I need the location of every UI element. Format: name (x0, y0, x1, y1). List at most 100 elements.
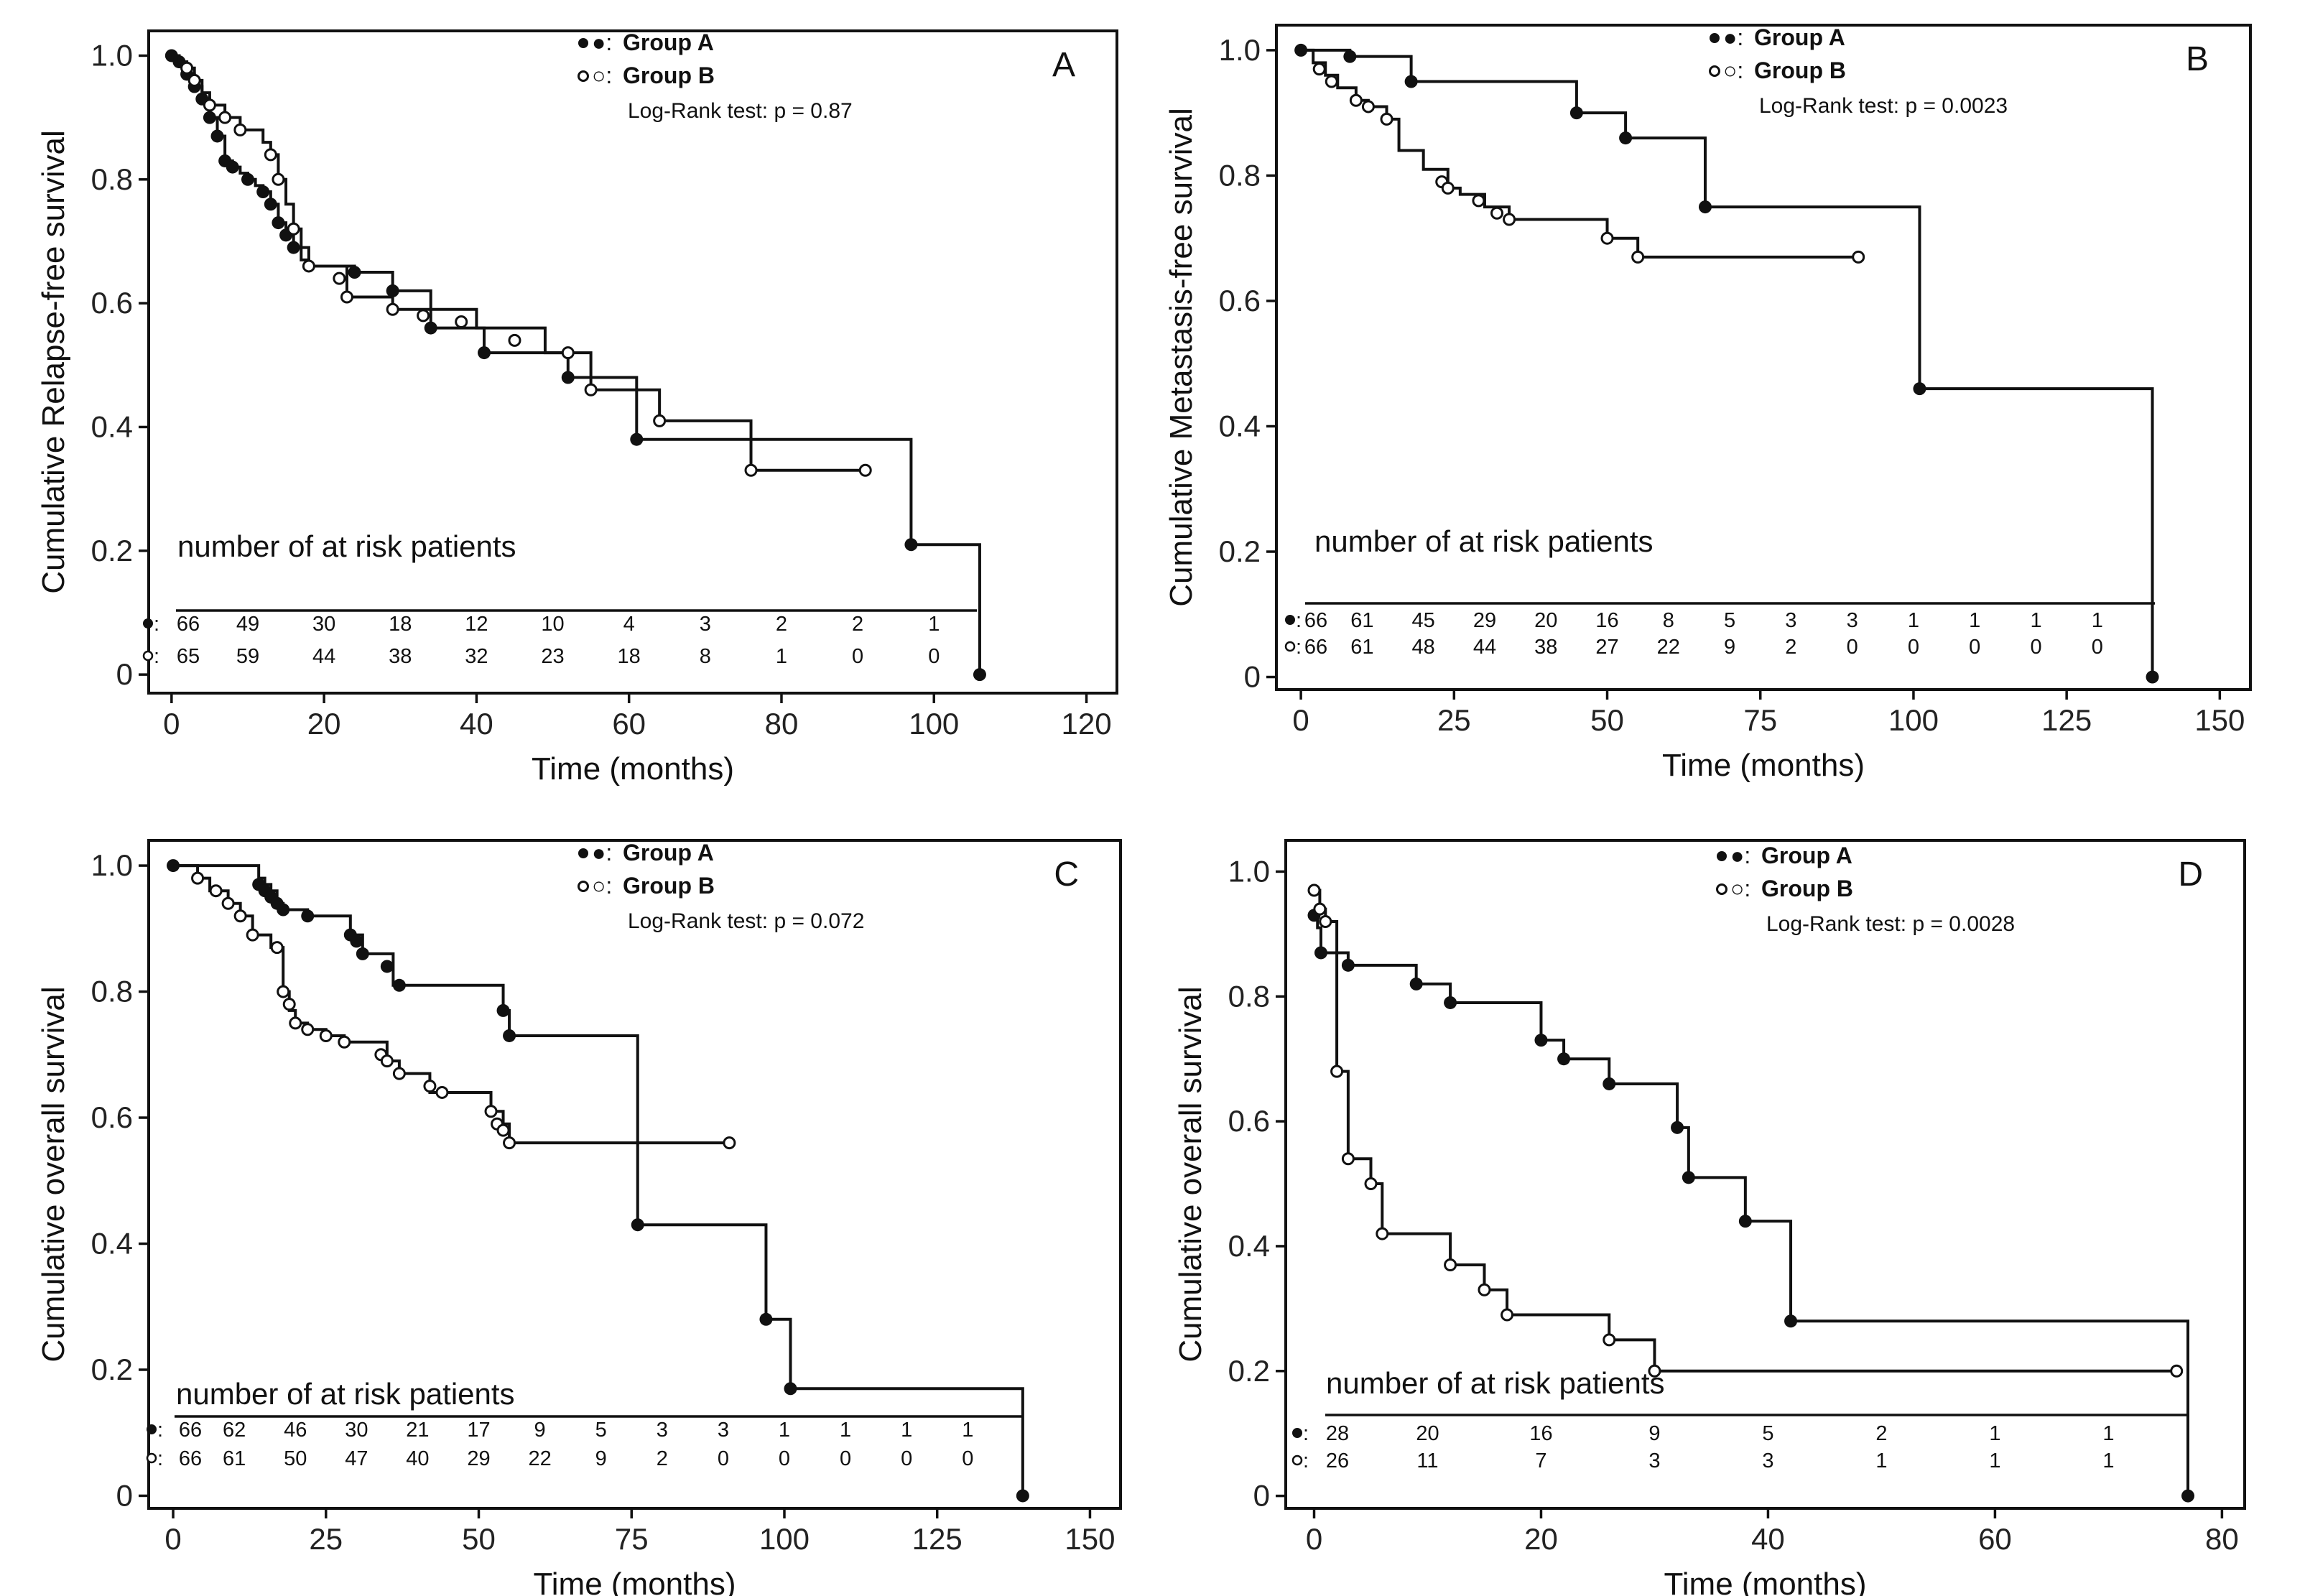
y-tick-label: 1.0 (1219, 33, 1261, 67)
legend-filled-dot-icon (1710, 33, 1720, 43)
at-risk-count-a: 2 (776, 613, 787, 636)
legend: ●: Group A ○: Group B Log-Rank test: p = 0.0… (1709, 24, 2008, 118)
y-tick-label: 0.6 (1219, 284, 1261, 317)
y-tick-label: 0 (116, 1478, 133, 1512)
group-a-censor-dot (478, 346, 491, 360)
at-risk-count-a: 16 (1529, 1422, 1552, 1445)
at-risk-count-b: 48 (1412, 636, 1435, 659)
group-b-censor-dot (2170, 1364, 2184, 1378)
at-risk-count-a: 3 (700, 613, 711, 636)
at-risk-count-b: 22 (1657, 636, 1680, 659)
at-risk-count-a: 1 (1908, 609, 1919, 632)
group-b-censor-dot (1341, 1152, 1355, 1166)
group-a-censor-dot (1619, 131, 1633, 145)
legend-label-b: Group B (1754, 57, 1846, 83)
at-risk-colon-a: : (1296, 609, 1302, 632)
x-tick-label: 50 (462, 1522, 496, 1556)
group-b-censor-dot (1330, 1064, 1344, 1078)
group-a-censor-dot (1341, 958, 1355, 972)
group-a-censor-dot (1444, 996, 1457, 1009)
at-risk-count-b: 26 (1326, 1449, 1349, 1472)
at-risk-count-b: 1 (1875, 1449, 1887, 1472)
x-tick-label: 60 (612, 707, 646, 741)
group-a-censor-dot (784, 1382, 797, 1396)
at-risk-count-b: 0 (1969, 636, 1980, 659)
at-risk-count-b: 27 (1595, 636, 1618, 659)
at-risk-filled-dot-icon (143, 618, 153, 628)
group-a-censor-dot (904, 538, 918, 552)
x-tick-label: 0 (164, 1522, 181, 1556)
panel-label: D (2178, 855, 2203, 894)
log-rank-test: Log-Rank test: p = 0.0023 (1759, 94, 2008, 118)
panel-label: B (2186, 40, 2209, 78)
legend-filled-dot-icon (1717, 851, 1727, 861)
at-risk-count-b: 1 (1989, 1449, 2000, 1472)
legend-symbol-a: ●: (592, 840, 612, 866)
at-risk-count-b: 2 (657, 1447, 668, 1470)
x-axis-title: Time (months) (532, 751, 734, 787)
x-tick-label: 100 (909, 707, 959, 741)
at-risk-count-b: 61 (1350, 636, 1373, 659)
series-group-b (173, 864, 736, 1150)
legend-label-b: Group B (623, 62, 715, 88)
at-risk-count-b: 9 (595, 1447, 607, 1470)
group-b-censor-dot (301, 1023, 315, 1036)
at-risk-count-a: 3 (718, 1419, 729, 1442)
at-risk-count-b: 66 (179, 1447, 202, 1470)
plot-frame (147, 29, 1118, 695)
group-b-censor-dot (1325, 75, 1338, 88)
group-b-censor-dot (180, 61, 194, 75)
legend-label-a: Group A (623, 29, 714, 55)
at-risk-count-b: 0 (1847, 636, 1858, 659)
y-tick-label: 0.8 (91, 975, 133, 1008)
group-b-curve (173, 864, 730, 1145)
group-a-censor-dot (630, 432, 644, 446)
group-b-censor-dot (209, 884, 223, 898)
panel-b: 00.20.40.60.81.00 25 50 75 100 125 150Cumulati… (1164, 24, 2252, 783)
group-b-censor-dot (1441, 181, 1455, 195)
at-risk-count-a: 9 (1648, 1422, 1660, 1445)
at-risk-count-a: 10 (541, 613, 564, 636)
at-risk-count-a: 1 (2102, 1422, 2114, 1445)
x-tick-label: 80 (2205, 1522, 2239, 1556)
group-b-censor-dot (386, 302, 399, 316)
y-tick-label: 0 (116, 657, 133, 691)
at-risk-filled-dot-icon (1292, 1428, 1302, 1438)
group-b-censor-dot (1600, 231, 1614, 245)
at-risk-count-a: 1 (2030, 609, 2041, 632)
at-risk-count-b: 29 (467, 1447, 490, 1470)
series-group-a (1307, 909, 2195, 1503)
x-tick-label: 100 (1888, 703, 1939, 737)
group-b-censor-dot (1472, 194, 1485, 208)
at-risk-count-a: 1 (901, 1419, 912, 1442)
group-a-censor-dot (241, 172, 254, 186)
legend-label-b: Group B (623, 873, 715, 899)
group-b-censor-dot (455, 315, 468, 328)
at-risk-count-b: 0 (2030, 636, 2041, 659)
at-risk-table: number of at risk patients::666662614650… (146, 1377, 1021, 1470)
group-b-censor-dot (435, 1085, 449, 1099)
group-b-censor-dot (1319, 914, 1332, 928)
x-tick-label: 60 (1978, 1522, 2012, 1556)
group-b-censor-dot (1349, 93, 1363, 107)
group-b-censor-dot (264, 148, 277, 162)
at-risk-count-b: 1 (2102, 1449, 2114, 1472)
x-tick-label: 40 (1751, 1522, 1785, 1556)
at-risk-count-a: 17 (467, 1419, 490, 1442)
at-risk-count-b: 59 (236, 645, 259, 668)
at-risk-count-b: 23 (541, 645, 564, 668)
y-axis-title: Cumulative overall survival (36, 986, 71, 1362)
group-b-censor-dot (653, 414, 667, 427)
x-tick-label: 120 (1062, 707, 1112, 741)
group-a-censor-dot (272, 216, 285, 230)
at-risk-count-b: 66 (1304, 636, 1327, 659)
at-risk-count-a: 3 (1847, 609, 1858, 632)
at-risk-count-a: 5 (595, 1419, 607, 1442)
at-risk-count-b: 11 (1416, 1449, 1438, 1472)
group-b-censor-dot (187, 73, 201, 87)
y-tick-label: 0.4 (1219, 409, 1261, 442)
y-tick-label: 0.6 (91, 1100, 133, 1134)
at-risk-count-a: 61 (1350, 609, 1373, 632)
x-axis-title: Time (months) (1664, 1567, 1867, 1596)
group-b-censor-dot (272, 172, 285, 186)
